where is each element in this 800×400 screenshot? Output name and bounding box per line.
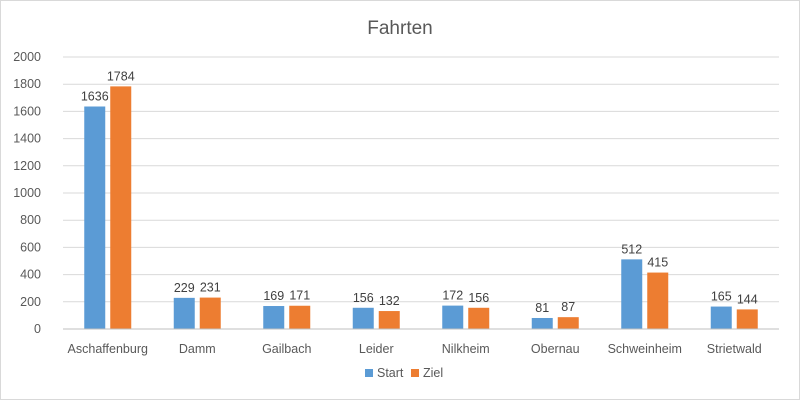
y-tick-label: 1400 [13,132,41,146]
y-tick-label: 2000 [13,50,41,64]
data-label: 1636 [81,90,109,104]
data-label: 156 [468,291,489,305]
bar-start [621,259,643,329]
legend-swatch-ziel [411,369,419,377]
data-label: 169 [263,289,284,303]
category-label: Nilkheim [442,342,490,356]
data-label: 415 [647,256,668,270]
y-tick-label: 1600 [13,104,41,118]
category-label: Aschaffenburg [68,342,148,356]
data-label: 229 [174,281,195,295]
bar-start [710,306,732,329]
y-axis-ticks: 0 200 400 600 800 1000 1200 1400 1600 1800 2000 [13,50,41,336]
bar-start [352,307,374,329]
data-label: 512 [621,242,642,256]
data-label: 171 [289,289,310,303]
data-label: 144 [737,292,758,306]
y-tick-label: 1200 [13,159,41,173]
bar-ziel [736,309,758,329]
legend-label: Ziel [423,366,443,380]
data-label: 172 [442,289,463,303]
bar-ziel [289,305,311,329]
category-label: Leider [359,342,394,356]
bar-ziel [647,272,669,329]
category-label: Obernau [531,342,580,356]
bar-start [173,297,195,329]
bars [84,86,758,329]
category-label: Damm [179,342,216,356]
bar-ziel [468,307,490,329]
data-label: 81 [535,301,549,315]
data-label: 165 [711,290,732,304]
legend-label: Start [377,366,404,380]
y-tick-label: 200 [20,295,41,309]
data-label: 1784 [107,69,135,83]
bar-ziel [557,317,579,329]
y-tick-label: 1000 [13,186,41,200]
category-label: Schweinheim [608,342,682,356]
legend-swatch-start [365,369,373,377]
y-tick-label: 1800 [13,77,41,91]
bar-start [263,306,285,329]
data-label: 87 [561,300,575,314]
category-label: Strietwald [707,342,762,356]
category-label: Gailbach [262,342,311,356]
data-labels: 1636 1784 229 231 169 171 156 132 172 156 81 87 512 4… [81,69,758,315]
bar-ziel [199,297,221,329]
bar-start [531,317,553,329]
x-axis-categories: Aschaffenburg Damm Gailbach Leider Nilkheim O… [68,342,762,356]
chart-title: Fahrten [367,18,432,39]
data-label: 132 [379,294,400,308]
data-label: 156 [353,291,374,305]
bar-ziel [378,311,400,329]
bar-start [442,305,464,329]
y-tick-label: 600 [20,240,41,254]
bar-ziel [110,86,132,329]
legend: Start Ziel [365,366,443,380]
y-tick-label: 800 [20,213,41,227]
y-tick-label: 0 [34,322,41,336]
bar-start [84,106,106,329]
data-label: 231 [200,281,221,295]
y-tick-label: 400 [20,268,41,282]
gridlines [63,56,779,303]
